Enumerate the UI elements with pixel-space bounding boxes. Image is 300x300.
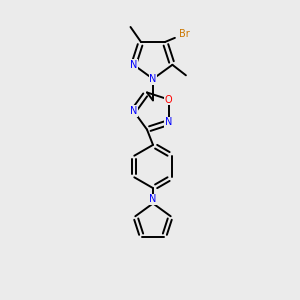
Text: N: N [149,194,157,205]
Text: O: O [165,94,172,104]
Text: Br: Br [179,29,190,40]
Text: N: N [130,106,137,116]
Text: N: N [130,60,137,70]
Text: N: N [149,74,157,84]
Text: N: N [165,118,172,128]
